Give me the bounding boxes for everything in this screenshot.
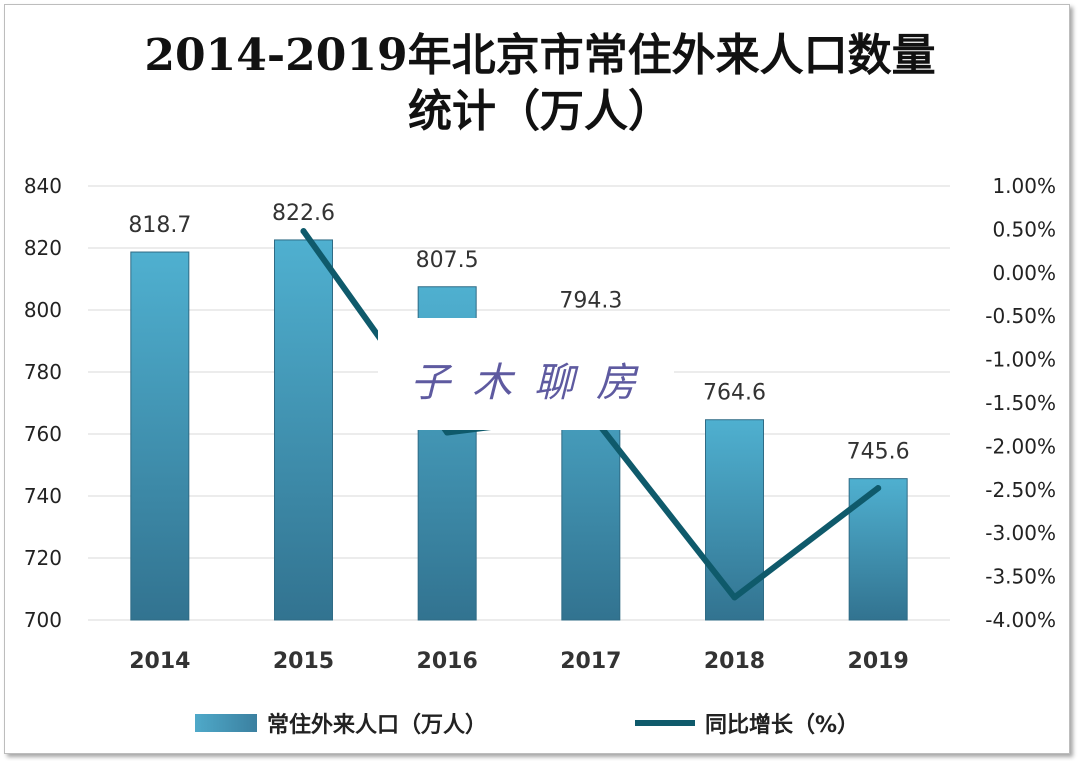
bar-data-label: 807.5 [416,248,479,273]
y-left-tick-label: 800 [24,298,62,322]
y-left-tick-label: 820 [24,236,62,260]
y-right-tick-label: -2.00% [985,434,1056,458]
y-right-tick-label: -4.00% [985,608,1056,632]
y-right-tick-label: 0.50% [992,217,1056,241]
y-left-tick-label: 740 [24,484,62,508]
growth-point [875,485,882,492]
y-left-tick-label: 700 [24,608,62,632]
x-tick-label: 2018 [704,649,765,674]
legend-line-label: 同比增长（%） [705,713,860,738]
x-tick-label: 2014 [129,649,190,674]
legend-line-swatch [635,720,695,726]
growth-point [731,594,738,601]
chart-title-line1: 2014-2019年北京市常住外来人口数量 [144,30,936,81]
y-left-tick-label: 760 [24,422,62,446]
bar-data-label: 822.6 [272,201,335,226]
y-right-tick-label: 1.00% [992,174,1056,198]
x-tick-label: 2015 [273,649,334,674]
y-left-tick-label: 720 [24,546,62,570]
y-right-tick-label: -1.00% [985,348,1056,372]
chart-title: 2014-2019年北京市常住外来人口数量 统计（万人） [0,28,1080,140]
growth-point [444,429,451,436]
legend-bar-label: 常住外来人口（万人） [267,713,488,738]
x-tick-label: 2017 [560,649,621,674]
bar [130,251,190,621]
x-tick-label: 2019 [848,649,909,674]
x-tick-label: 2016 [417,649,478,674]
growth-point [300,228,307,235]
bar-data-label: 794.3 [559,289,622,314]
bar-data-label: 818.7 [128,213,191,238]
y-right-tick-label: -2.50% [985,478,1056,502]
y-right-tick-label: -3.00% [985,521,1056,545]
bar [274,239,333,621]
watermark: 子木聊房 [378,318,674,430]
bar-data-label: 764.6 [703,381,766,406]
chart-title-line2: 统计（万人） [408,86,672,137]
y-right-tick-label: -0.50% [985,304,1056,328]
y-left-tick-label: 780 [24,360,62,384]
y-right-tick-label: 0.00% [992,261,1056,285]
legend-bar-swatch [195,714,257,732]
watermark-text: 子木聊房 [410,360,658,406]
y-right-tick-label: -3.50% [985,565,1056,589]
bar [705,419,764,621]
y-left-tick-label: 840 [24,174,62,198]
y-right-tick-label: -1.50% [985,391,1056,415]
bar-data-label: 745.6 [847,440,910,465]
